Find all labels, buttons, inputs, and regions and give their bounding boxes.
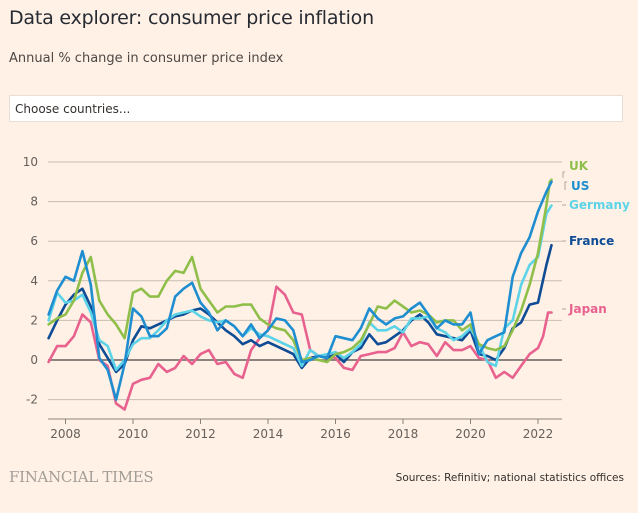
y-tick-label: 2 xyxy=(30,313,38,327)
x-tick-label: 2022 xyxy=(523,427,554,441)
series-label-germany: Germany xyxy=(569,198,630,212)
x-tick-label: 2016 xyxy=(320,427,351,441)
x-tick-label: 2010 xyxy=(118,427,149,441)
x-tick-label: 2012 xyxy=(185,427,216,441)
source-note: Sources: Refinitiv; national statistics … xyxy=(395,472,624,484)
y-tick-label: 4 xyxy=(30,274,38,288)
x-tick-label: 2020 xyxy=(455,427,486,441)
series-line-germany xyxy=(47,204,553,372)
y-axis: -2 0 2 4 6 8 10 xyxy=(23,155,38,407)
y-tick-label: 10 xyxy=(23,155,38,169)
y-tick-label: 0 xyxy=(30,353,38,367)
series-line-us xyxy=(47,180,553,401)
gridlines xyxy=(48,161,562,401)
x-tick-label: 2014 xyxy=(253,427,284,441)
series-label-france: France xyxy=(569,234,614,248)
series-line-japan xyxy=(47,285,553,411)
y-tick-label: 6 xyxy=(30,234,38,248)
ft-logo: FINANCIAL TIMES xyxy=(9,468,154,486)
x-tick-label: 2008 xyxy=(50,427,81,441)
x-axis: 2008 2010 2012 2014 2016 2018 2020 2022 xyxy=(48,418,562,441)
country-chooser-input[interactable]: Choose countries... xyxy=(9,95,623,122)
x-tick-label: 2018 xyxy=(388,427,419,441)
label-connector xyxy=(562,171,565,178)
series-labels: UK US Germany France Japan xyxy=(562,159,630,316)
series-label-us: US xyxy=(571,179,589,193)
y-tick-label: -2 xyxy=(26,393,38,407)
y-tick-label: 8 xyxy=(30,195,38,209)
series-label-japan: Japan xyxy=(568,302,607,316)
chart-subtitle: Annual % change in consumer price index xyxy=(9,51,284,66)
label-connector xyxy=(564,181,567,190)
page-title: Data explorer: consumer price inflation xyxy=(9,7,374,29)
series-lines xyxy=(47,178,553,411)
series-label-uk: UK xyxy=(569,159,589,173)
